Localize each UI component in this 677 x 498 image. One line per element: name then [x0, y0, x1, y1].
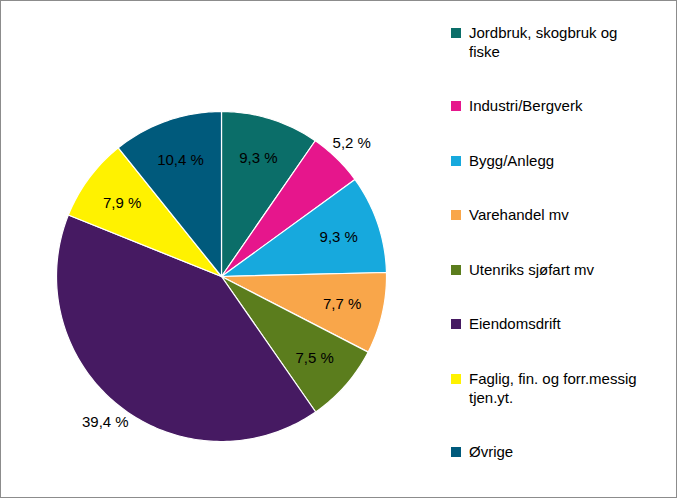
svg-text:7,7 %: 7,7 %	[323, 295, 361, 312]
html-text:Bygg/Anlegg: Bygg/Anlegg	[469, 151, 555, 169]
html-text:Varehandel mv: Varehandel mv	[469, 206, 569, 224]
html-text:Øvrige: Øvrige	[469, 443, 514, 460]
svg-text:10,4 %: 10,4 %	[157, 151, 204, 168]
html-text:Faglig, fin. og forr.messig tj: Faglig, fin. og forr.messig tjen.yt.	[469, 369, 637, 406]
html-text:Utenriks sjøfart mv: Utenriks sjøfart mv	[469, 260, 594, 278]
svg-text:39,4 %: 39,4 %	[82, 413, 129, 430]
svg-text:7,5 %: 7,5 %	[295, 349, 333, 366]
html-text:Jordbruk, skogbruk og fiske: Jordbruk, skogbruk og fiske	[469, 24, 618, 60]
svg-text:9,3 %: 9,3 %	[239, 149, 277, 166]
html-text:Industri/Bergverk: Industri/Bergverk	[469, 97, 583, 115]
svg-text:9,3 %: 9,3 %	[320, 228, 358, 245]
html-text:Eiendomsdrift: Eiendomsdrift	[469, 315, 561, 333]
svg-text:7,9 %: 7,9 %	[103, 194, 141, 211]
svg-text:5,2 %: 5,2 %	[333, 134, 371, 151]
